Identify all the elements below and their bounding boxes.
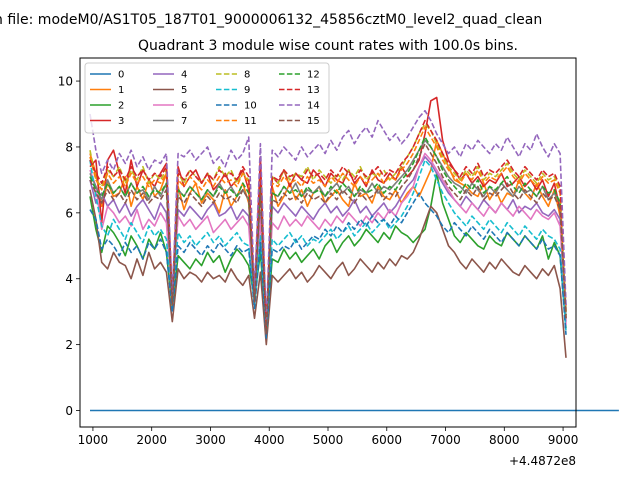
- x-tick-label: 5000: [313, 433, 344, 447]
- legend-label-12: 12: [307, 70, 320, 81]
- x-tick-label: 3000: [195, 433, 226, 447]
- x-tick-label: 8000: [489, 433, 520, 447]
- legend-label-13: 13: [307, 85, 320, 96]
- legend-label-6: 6: [181, 101, 187, 112]
- legend-label-14: 14: [307, 101, 320, 112]
- y-tick-label: 10: [58, 75, 73, 89]
- legend-label-4: 4: [181, 70, 187, 81]
- legend-label-10: 10: [244, 101, 257, 112]
- series-line-6: [89, 152, 567, 336]
- series-line-13: [89, 119, 567, 330]
- plot-area: [89, 96, 619, 412]
- x-axis: 1000 2000 3000 4000 5000 6000 7000 8000 9000: [78, 427, 579, 447]
- legend-label-2: 2: [118, 101, 124, 112]
- legend-label-1: 1: [118, 85, 124, 96]
- y-tick-label: 6: [65, 206, 73, 220]
- y-tick-label: 2: [65, 338, 73, 352]
- y-tick-label: 4: [65, 272, 73, 286]
- legend-label-0: 0: [118, 70, 124, 81]
- series-line-5: [89, 189, 567, 358]
- legend-label-7: 7: [181, 116, 187, 127]
- x-tick-label: 4000: [254, 433, 285, 447]
- y-tick-label: 0: [65, 404, 73, 418]
- chart-title: Quadrant 3 module wise count rates with …: [138, 38, 518, 54]
- series-line-15: [89, 142, 567, 336]
- x-tick-label: 9000: [548, 433, 579, 447]
- y-axis: 0 2 4 6 8 10: [58, 75, 80, 418]
- series-line-8: [89, 123, 567, 330]
- x-tick-label: 6000: [371, 433, 402, 447]
- legend-label-11: 11: [244, 116, 257, 127]
- y-tick-label: 8: [65, 140, 73, 154]
- x-tick-label: 7000: [430, 433, 461, 447]
- x-tick-label: 2000: [136, 433, 167, 447]
- legend-label-15: 15: [307, 116, 320, 127]
- series-line-14: [89, 109, 567, 326]
- x-tick-label: 1000: [78, 433, 109, 447]
- legend-label-3: 3: [118, 116, 124, 127]
- legend-label-8: 8: [244, 70, 250, 81]
- series-line-9: [89, 159, 567, 336]
- x-offset-label: +4.4872e8: [509, 454, 576, 468]
- legend-box: [84, 62, 330, 134]
- figure-suptitle: n file: modeM0/AS1T05_187T01_9000006132_…: [0, 12, 542, 28]
- legend-label-9: 9: [244, 85, 250, 96]
- legend-label-5: 5: [181, 85, 187, 96]
